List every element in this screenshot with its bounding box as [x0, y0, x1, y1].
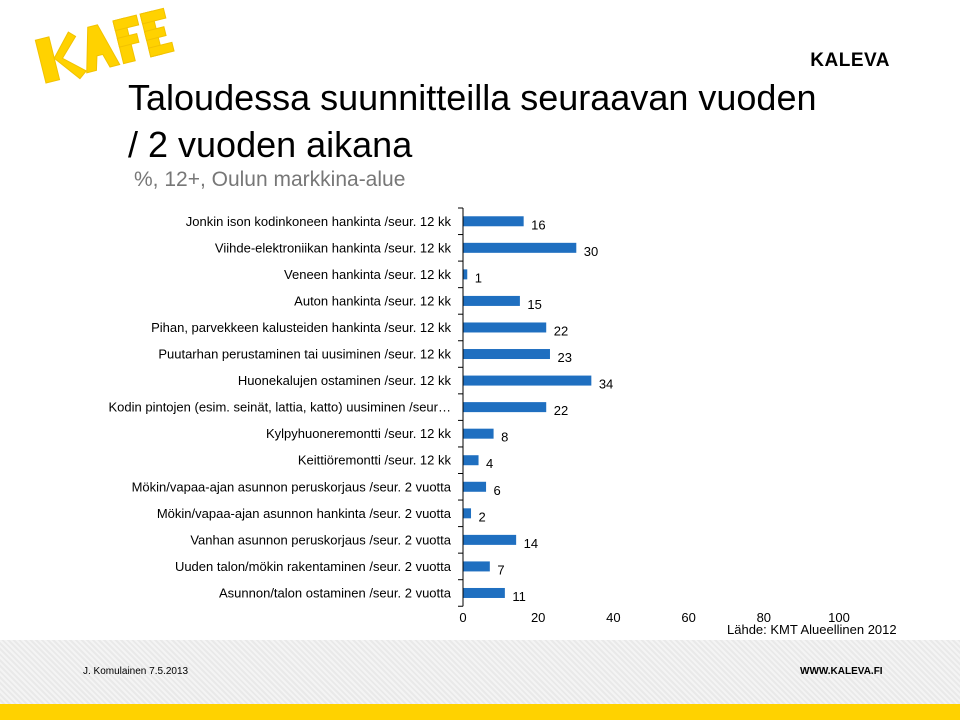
category-label: Keittiöremontti /seur. 12 kk	[298, 453, 452, 468]
slide-title: Taloudessa suunnitteilla seuraavan vuode…	[128, 77, 817, 165]
category-label: Kodin pintojen (esim. seinät, lattia, ka…	[108, 400, 451, 415]
bar	[463, 508, 472, 519]
data-label: 34	[599, 377, 613, 392]
data-label: 22	[554, 403, 568, 418]
data-label: 30	[584, 244, 598, 259]
bar	[463, 242, 577, 253]
kaffe-logo	[34, 7, 175, 84]
data-label: 23	[557, 350, 571, 365]
x-tick-label: 60	[681, 610, 695, 625]
bar	[463, 561, 490, 572]
bar	[463, 428, 494, 439]
bar	[463, 481, 487, 492]
data-label: 14	[524, 536, 538, 551]
source-note: Lähde: KMT Alueellinen 2012	[727, 622, 897, 637]
data-label: 7	[497, 562, 504, 577]
category-label: Vanhan asunnon peruskorjaus /seur. 2 vuo…	[190, 532, 451, 547]
data-label: 15	[527, 297, 541, 312]
footer-yellow-strip	[0, 704, 960, 720]
category-label: Veneen hankinta /seur. 12 kk	[284, 267, 451, 282]
category-label: Jonkin ison kodinkoneen hankinta /seur. …	[186, 214, 452, 229]
bar	[463, 216, 524, 227]
category-label: Viihde-elektroniikan hankinta /seur. 12 …	[215, 240, 452, 255]
bar	[463, 375, 592, 386]
category-label: Pihan, parvekkeen kalusteiden hankinta /…	[151, 320, 451, 335]
kaleva-brand-logo: KALEVA	[810, 50, 890, 71]
data-label: 22	[554, 323, 568, 338]
bar	[463, 534, 517, 545]
data-label: 16	[531, 217, 545, 232]
category-label: Uuden talon/mökin rakentaminen /seur. 2 …	[175, 559, 452, 574]
data-label: 4	[486, 456, 493, 471]
bar	[463, 587, 505, 598]
category-label: Auton hankinta /seur. 12 kk	[294, 293, 451, 308]
footer-band	[0, 640, 960, 704]
slide-subtitle: %, 12+, Oulun markkina-alue	[134, 168, 406, 191]
x-tick-label: 80	[757, 610, 771, 625]
bar	[463, 322, 547, 333]
category-label: Puutarhan perustaminen tai uusiminen /se…	[158, 347, 451, 362]
x-tick-label: 100	[828, 610, 850, 625]
footer-author-date: J. Komulainen 7.5.2013	[83, 666, 189, 677]
x-tick-label: 0	[459, 610, 466, 625]
data-label: 6	[494, 483, 501, 498]
bar	[463, 295, 520, 306]
bar	[463, 269, 468, 280]
data-label: 1	[475, 270, 482, 285]
bar	[463, 402, 547, 413]
data-label: 8	[501, 430, 508, 445]
x-tick-label: 40	[606, 610, 620, 625]
category-label: Mökin/vapaa-ajan asunnon peruskorjaus /s…	[132, 479, 452, 494]
category-label: Asunnon/talon ostaminen /seur. 2 vuotta	[219, 585, 452, 600]
bar	[463, 455, 479, 466]
data-label: 2	[479, 509, 486, 524]
category-label: Kylpyhuoneremontti /seur. 12 kk	[266, 426, 451, 441]
x-tick-label: 20	[531, 610, 545, 625]
data-label: 11	[512, 589, 526, 604]
category-label: Huonekalujen ostaminen /seur. 12 kk	[238, 373, 452, 388]
category-label: Mökin/vapaa-ajan asunnon hankinta /seur.…	[157, 506, 452, 521]
footer-website: WWW.KALEVA.FI	[800, 666, 883, 677]
bar	[463, 349, 550, 360]
